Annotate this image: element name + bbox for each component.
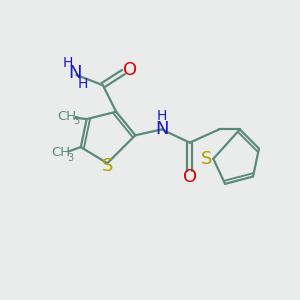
Text: H: H <box>157 109 167 123</box>
Text: 3: 3 <box>74 116 80 126</box>
Text: S: S <box>201 150 212 168</box>
Text: H: H <box>63 56 73 70</box>
Text: H: H <box>78 77 88 91</box>
Text: CH: CH <box>57 110 76 123</box>
Text: N: N <box>68 64 82 82</box>
Text: N: N <box>155 120 169 138</box>
Text: O: O <box>183 167 197 185</box>
Text: CH: CH <box>52 146 70 159</box>
Text: O: O <box>123 61 137 80</box>
Text: 3: 3 <box>68 153 74 163</box>
Text: S: S <box>102 157 113 175</box>
